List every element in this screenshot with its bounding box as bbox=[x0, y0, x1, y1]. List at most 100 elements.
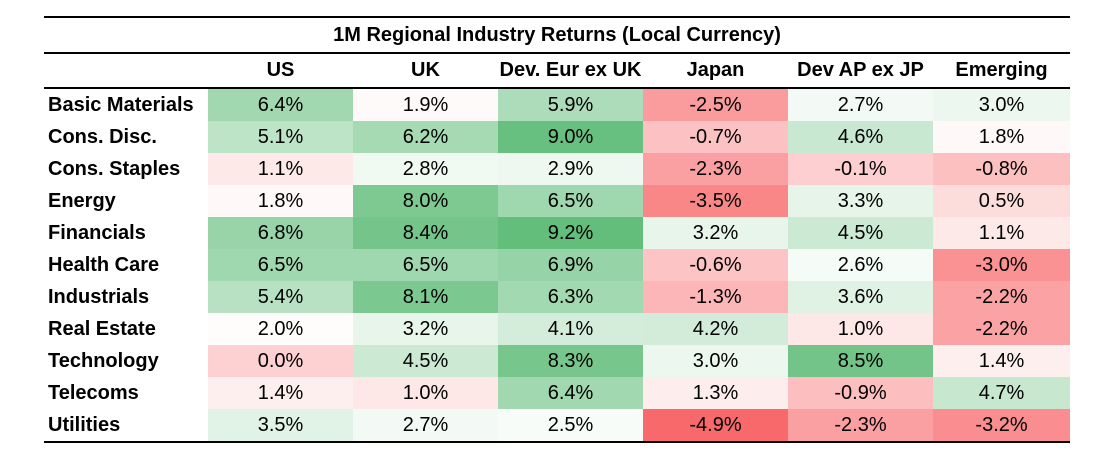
row-label: Basic Materials bbox=[48, 93, 194, 116]
table-row: Health Care 6.5% 6.5% 6.9% -0.6% 2.6% -3.0% bbox=[44, 249, 1071, 281]
column-header: Dev. Eur ex UK bbox=[498, 53, 643, 89]
heat-cell: 6.9% bbox=[498, 249, 643, 281]
table-row: Energy 1.8% 8.0% 6.5% -3.5% 3.3% 0.5% bbox=[44, 185, 1071, 217]
table-row: Cons. Disc. 5.1% 6.2% 9.0% -0.7% 4.6% 1.8% bbox=[44, 121, 1071, 153]
heat-cell: 8.0% bbox=[353, 185, 498, 217]
heat-cell: -2.5% bbox=[643, 88, 788, 121]
table-row: Financials 6.8% 8.4% 9.2% 3.2% 4.5% 1.1% bbox=[44, 217, 1071, 249]
returns-heatmap-table: 1M Regional Industry Returns (Local Curr… bbox=[44, 16, 1071, 443]
heat-cell: 1.3% bbox=[643, 377, 788, 409]
heat-cell: -1.3% bbox=[643, 281, 788, 313]
heat-cell: 0.5% bbox=[933, 185, 1071, 217]
heat-cell: 2.8% bbox=[353, 153, 498, 185]
heat-cell: 1.8% bbox=[933, 121, 1071, 153]
heat-cell: 8.1% bbox=[353, 281, 498, 313]
table-row: Technology 0.0% 4.5% 8.3% 3.0% 8.5% 1.4% bbox=[44, 345, 1071, 377]
heat-cell: 2.5% bbox=[498, 409, 643, 443]
heat-cell: 9.0% bbox=[498, 121, 643, 153]
heat-cell: 6.4% bbox=[498, 377, 643, 409]
heat-cell: 2.9% bbox=[498, 153, 643, 185]
row-label: Technology bbox=[48, 349, 159, 372]
column-header: Japan bbox=[643, 53, 788, 89]
heat-cell: 5.1% bbox=[208, 121, 353, 153]
heat-cell: 4.6% bbox=[788, 121, 933, 153]
row-label: Utilities bbox=[44, 409, 208, 443]
heat-cell: 4.2% bbox=[643, 313, 788, 345]
heat-cell: 4.1% bbox=[498, 313, 643, 345]
column-header: UK bbox=[353, 53, 498, 89]
heat-cell: -4.9% bbox=[643, 409, 788, 443]
heat-cell: 2.0% bbox=[208, 313, 353, 345]
heat-cell: 6.8% bbox=[208, 217, 353, 249]
title-row: 1M Regional Industry Returns (Local Curr… bbox=[44, 16, 1071, 54]
heat-cell: 1.4% bbox=[933, 345, 1071, 377]
heat-cell: 3.5% bbox=[208, 409, 353, 443]
row-label: Industrials bbox=[48, 285, 150, 308]
heat-cell: 2.6% bbox=[788, 249, 933, 281]
heat-cell: 2.7% bbox=[353, 409, 498, 443]
row-label: Financials bbox=[48, 221, 146, 244]
heat-cell: 6.2% bbox=[353, 121, 498, 153]
row-label: Cons. Staples bbox=[48, 157, 181, 180]
heat-cell: 2.7% bbox=[788, 88, 933, 121]
heat-cell: 1.0% bbox=[353, 377, 498, 409]
heat-cell: 6.5% bbox=[353, 249, 498, 281]
heat-cell: -2.3% bbox=[788, 409, 933, 443]
column-header: US bbox=[208, 53, 353, 89]
heat-cell: 1.0% bbox=[788, 313, 933, 345]
heat-cell: -3.0% bbox=[933, 249, 1071, 281]
heat-cell: 8.5% bbox=[788, 345, 933, 377]
column-header-row: US UK Dev. Eur ex UK Japan Dev AP ex JP Emerg… bbox=[44, 53, 1071, 89]
heat-cell: 3.0% bbox=[643, 345, 788, 377]
heat-cell: 1.8% bbox=[208, 185, 353, 217]
row-label: Health Care bbox=[48, 253, 160, 276]
table-row: Cons. Staples 1.1% 2.8% 2.9% -2.3% -0.1% -0.8% bbox=[44, 153, 1071, 185]
heat-cell: -3.2% bbox=[933, 409, 1071, 443]
heat-cell: -2.2% bbox=[933, 313, 1071, 345]
heat-cell: -0.6% bbox=[643, 249, 788, 281]
chart-title: 1M Regional Industry Returns (Local Curr… bbox=[44, 16, 1071, 54]
heat-cell: 3.0% bbox=[933, 88, 1071, 121]
column-header: Emerging bbox=[933, 53, 1071, 89]
heat-cell: 5.4% bbox=[208, 281, 353, 313]
heat-cell: 6.3% bbox=[498, 281, 643, 313]
row-label: Energy bbox=[48, 189, 116, 212]
heat-cell: -2.2% bbox=[933, 281, 1071, 313]
heat-cell: -3.5% bbox=[643, 185, 788, 217]
heat-cell: 3.2% bbox=[353, 313, 498, 345]
heat-cell: -0.1% bbox=[788, 153, 933, 185]
heat-cell: 4.5% bbox=[353, 345, 498, 377]
heatmap-container: 1M Regional Industry Returns (Local Curr… bbox=[44, 16, 1071, 443]
heat-cell: 8.4% bbox=[353, 217, 498, 249]
heat-cell: 1.1% bbox=[208, 153, 353, 185]
heat-cell: 0.0% bbox=[208, 345, 353, 377]
corner-cell bbox=[44, 53, 208, 89]
heat-cell: 9.2% bbox=[498, 217, 643, 249]
heat-cell: 6.4% bbox=[208, 88, 353, 121]
table-row: Telecoms 1.4% 1.0% 6.4% 1.3% -0.9% 4.7% bbox=[44, 377, 1071, 409]
heat-cell: 6.5% bbox=[498, 185, 643, 217]
heat-cell: 1.4% bbox=[208, 377, 353, 409]
heat-cell: 1.9% bbox=[353, 88, 498, 121]
heat-cell: 4.7% bbox=[933, 377, 1071, 409]
heat-cell: 3.3% bbox=[788, 185, 933, 217]
table-row: Industrials 5.4% 8.1% 6.3% -1.3% 3.6% -2.2% bbox=[44, 281, 1071, 313]
heat-cell: 1.1% bbox=[933, 217, 1071, 249]
heat-cell: 4.5% bbox=[788, 217, 933, 249]
heat-cell: 8.3% bbox=[498, 345, 643, 377]
heat-cell: 3.6% bbox=[788, 281, 933, 313]
heat-cell: -0.8% bbox=[933, 153, 1071, 185]
heat-cell: -2.3% bbox=[643, 153, 788, 185]
row-label: Real Estate bbox=[48, 317, 156, 340]
heat-cell: 3.2% bbox=[643, 217, 788, 249]
table-row: Real Estate 2.0% 3.2% 4.1% 4.2% 1.0% -2.2% bbox=[44, 313, 1071, 345]
heat-cell: -0.9% bbox=[788, 377, 933, 409]
table-row: Basic Materials 6.4% 1.9% 5.9% -2.5% 2.7% 3.0% bbox=[44, 88, 1071, 121]
column-header: Dev AP ex JP bbox=[788, 53, 933, 89]
heat-cell: 6.5% bbox=[208, 249, 353, 281]
table-row: Utilities 3.5% 2.7% 2.5% -4.9% -2.3% -3.2% bbox=[44, 409, 1071, 443]
heat-cell: 5.9% bbox=[498, 88, 643, 121]
row-label: Cons. Disc. bbox=[48, 125, 157, 148]
heat-cell: -0.7% bbox=[643, 121, 788, 153]
row-label: Telecoms bbox=[48, 381, 139, 404]
